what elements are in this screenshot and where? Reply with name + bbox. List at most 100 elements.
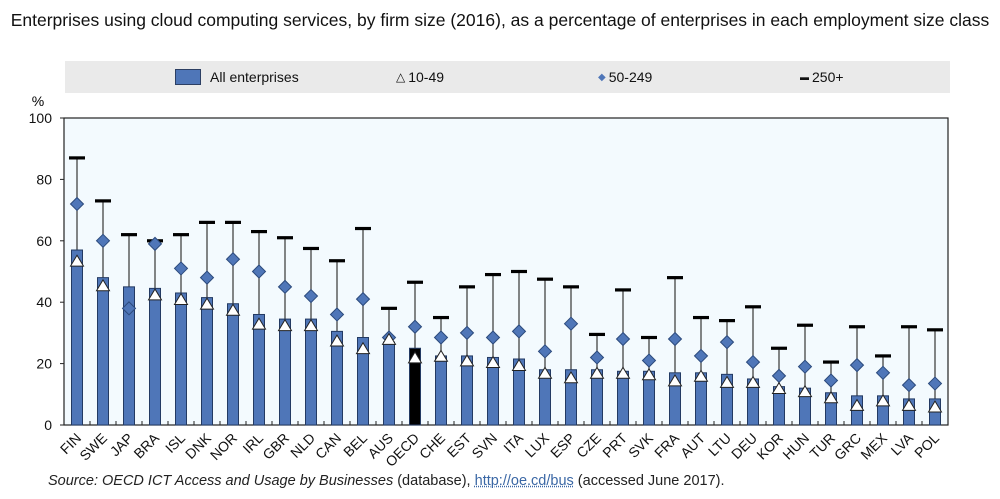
x-tick-label: EST <box>444 429 475 460</box>
dash-marker-250plus <box>771 346 787 350</box>
y-tick-label: 40 <box>36 294 52 310</box>
dash-marker-250plus <box>641 335 657 340</box>
x-tick-label: LUX <box>522 429 553 460</box>
dash-marker-250plus <box>849 325 865 329</box>
diamond-marker-50-249 <box>537 344 553 359</box>
triangle-marker-10-49 <box>511 358 527 372</box>
bar <box>331 330 343 426</box>
x-tick-label: DEU <box>728 430 760 462</box>
triangle-marker-10-49 <box>875 394 891 407</box>
dash-marker-250plus <box>563 285 579 289</box>
triangle-marker-10-49 <box>147 288 163 301</box>
dash-marker-250plus <box>823 360 839 364</box>
diamond-marker-50-249 <box>69 196 85 212</box>
bar <box>279 318 291 426</box>
diamond-marker-50-249 <box>173 261 189 276</box>
dash-marker-250plus <box>459 285 475 289</box>
diamond-marker-50-249 <box>849 357 865 373</box>
x-tick-label: LVA <box>888 429 917 458</box>
source-note: Source: OECD ICT Access and Usage by Bus… <box>48 473 725 489</box>
diamond-marker-50-249 <box>433 330 449 345</box>
diamond-marker-50-249 <box>459 325 475 341</box>
x-tick-label: GRC <box>831 430 864 463</box>
x-tick-label: BEL <box>340 430 370 460</box>
triangle-marker-10-49 <box>745 375 761 388</box>
diamond-marker-50-249 <box>589 350 605 365</box>
chart-marks <box>69 156 943 426</box>
x-tick-label: AUT <box>677 429 708 460</box>
diamond-marker-50-249 <box>355 291 371 307</box>
triangle-marker-10-49 <box>927 400 943 413</box>
dash-marker-250plus <box>329 259 345 263</box>
x-tick-label: CHE <box>416 430 448 462</box>
dash-marker-250plus <box>901 325 917 329</box>
triangle-marker-10-49 <box>693 369 709 382</box>
legend-item-10-49: △ 10-49 <box>396 61 444 93</box>
triangle-icon: △ <box>396 70 406 84</box>
dash-marker-250plus <box>875 354 891 358</box>
diamond-marker-50-249 <box>225 252 241 267</box>
diamond-marker-50-249 <box>719 334 735 350</box>
dash-marker-250plus <box>303 246 319 251</box>
triangle-marker-10-49 <box>225 303 241 316</box>
y-tick-label: 80 <box>36 171 52 187</box>
diamond-marker-50-249 <box>511 324 527 339</box>
bar <box>123 286 135 426</box>
triangle-marker-10-49 <box>355 341 371 355</box>
bar <box>669 372 681 426</box>
diamond-marker-50-249 <box>277 279 293 295</box>
diamond-marker-50-249 <box>563 316 579 331</box>
plot-area <box>63 117 949 426</box>
triangle-marker-10-49 <box>381 332 397 345</box>
dash-marker-250plus <box>407 280 423 284</box>
triangle-marker-10-49 <box>303 318 319 332</box>
dash-marker-250plus <box>745 305 761 309</box>
x-tick-label: NOR <box>207 430 240 463</box>
x-tick-label: BRA <box>130 429 162 461</box>
triangle-marker-10-49 <box>563 370 579 384</box>
legend-item-50-249: ◆ 50-249 <box>598 61 652 93</box>
bar <box>357 337 369 426</box>
triangle-marker-10-49 <box>433 349 449 362</box>
triangle-marker-10-49 <box>95 278 111 292</box>
dash-marker-250plus <box>173 233 189 237</box>
source-link[interactable]: http://oe.cd/bus <box>474 473 574 489</box>
dash-marker-250plus <box>251 229 267 234</box>
diamond-marker-50-249 <box>927 376 943 391</box>
legend-item-250-plus: ▬ 250+ <box>800 61 844 93</box>
bar <box>97 277 109 426</box>
diamond-marker-50-249 <box>407 319 423 334</box>
dash-marker-250plus <box>693 315 709 320</box>
triangle-marker-10-49 <box>615 366 631 379</box>
diamond-marker-50-249 <box>667 331 683 347</box>
x-tick-label: POL <box>911 430 942 461</box>
x-tick-label: CZE <box>573 430 604 461</box>
x-tick-label: SVN <box>468 430 500 462</box>
x-tick-label: KOR <box>753 430 786 463</box>
bar <box>305 318 317 426</box>
x-tick-label: SVK <box>625 429 657 461</box>
legend-label: 250+ <box>812 69 844 85</box>
bar <box>71 249 83 426</box>
diamond-marker-50-249 <box>745 354 761 370</box>
bar <box>721 373 733 426</box>
triangle-marker-10-49 <box>797 384 813 398</box>
diamond-marker-50-249 <box>641 353 657 368</box>
triangle-marker-10-49 <box>771 381 787 395</box>
x-tick-label: SWE <box>76 430 110 464</box>
dash-marker-250plus <box>667 276 683 280</box>
dash-marker-250plus <box>381 306 397 310</box>
triangle-marker-10-49 <box>485 355 501 368</box>
bar <box>227 303 239 426</box>
diamond-marker-50-249 <box>121 301 137 316</box>
x-tick-label: NLD <box>287 430 318 461</box>
diamond-marker-50-249 <box>615 331 631 347</box>
source-prefix: Source: OECD ICT Access and Usage by Bus… <box>48 473 394 489</box>
diamond-icon: ◆ <box>598 71 606 83</box>
diamond-marker-50-249 <box>147 236 163 252</box>
x-tick-label: TUR <box>806 430 838 462</box>
x-tick-label: GBR <box>259 430 292 463</box>
dash-marker-250plus <box>95 199 111 203</box>
